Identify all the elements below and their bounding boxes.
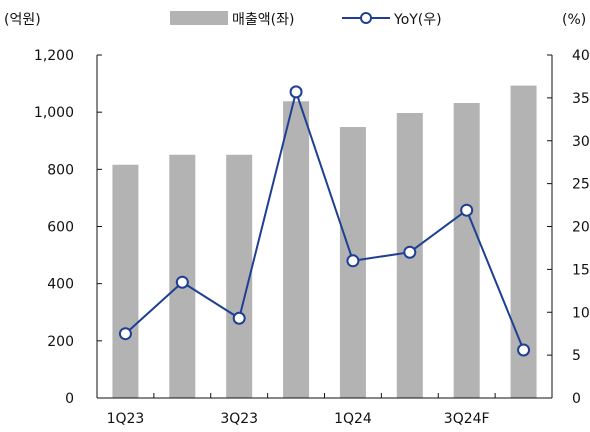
legend-bar-label: 매출액(좌) <box>232 12 294 28</box>
bar-3Q24F <box>453 103 480 399</box>
bar-4Q23 <box>283 101 310 399</box>
x-axis-tick-label: 1Q23 <box>107 411 145 427</box>
bar-series <box>112 85 537 399</box>
yoy-point-1Q24 <box>346 254 360 268</box>
line-series <box>118 85 531 357</box>
left-axis-unit: (억원) <box>4 12 41 28</box>
yoy-point-3Q24F <box>460 203 474 217</box>
right-axis-tick-label: 30 <box>572 134 590 150</box>
left-axis-tick-label: 0 <box>65 391 74 407</box>
legend-line-label: YoY(우) <box>393 12 442 28</box>
yoy-point-2Q24 <box>403 245 417 259</box>
right-axis-tick-label: 5 <box>572 348 581 364</box>
yoy-point-4Q24F <box>517 343 531 357</box>
right-axis-unit: (%) <box>562 12 586 28</box>
left-axis-tick-label: 400 <box>47 277 74 293</box>
yoy-point-2Q23 <box>175 275 189 289</box>
yoy-line <box>124 90 525 351</box>
right-axis-tick-label: 40 <box>572 48 590 64</box>
bar-1Q23 <box>112 164 139 398</box>
left-axis-tick-label: 1,200 <box>34 48 74 64</box>
yoy-point-1Q23 <box>118 327 132 341</box>
yoy-point-4Q23 <box>289 85 303 99</box>
legend-line-marker <box>360 12 372 24</box>
legend-bar-swatch <box>170 11 228 25</box>
bar-3Q23 <box>226 154 253 398</box>
right-axis-tick-label: 20 <box>572 220 590 236</box>
yoy-point-3Q23 <box>232 311 246 325</box>
x-axis-tick-label: 1Q24 <box>334 411 372 427</box>
right-axis-tick-label: 35 <box>572 91 590 107</box>
x-axis-tick-label: 3Q24F <box>444 411 490 427</box>
right-axis-tick-label: 0 <box>572 391 581 407</box>
x-axis-tick-label: 3Q23 <box>220 411 258 427</box>
left-axis-tick-label: 600 <box>47 220 74 236</box>
left-axis-tick-label: 200 <box>47 334 74 350</box>
left-axis-tick-label: 800 <box>47 162 74 178</box>
axes: 0 200 400 600 800 1,000 1,200 0 5 10 15 20 25 30 35 40 1… <box>34 48 590 427</box>
right-axis-tick-label: 10 <box>572 305 590 321</box>
right-axis-tick-label: 25 <box>572 177 590 193</box>
legend: 매출액(좌) YoY(우) <box>170 11 442 28</box>
right-axis-tick-label: 15 <box>572 262 590 278</box>
left-axis-tick-label: 1,000 <box>34 105 74 121</box>
